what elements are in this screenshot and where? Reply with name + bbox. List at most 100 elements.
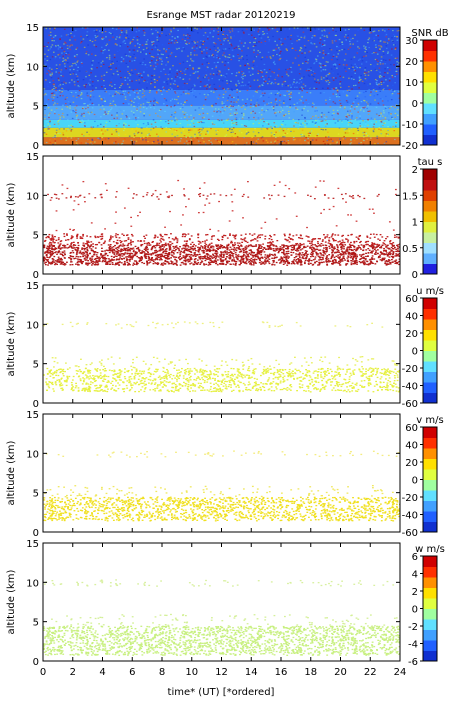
data-point [193, 263, 196, 266]
heatmap-cell [199, 48, 202, 50]
heatmap-cell [73, 111, 76, 113]
data-point [335, 261, 338, 264]
heatmap-cell [50, 34, 52, 36]
data-point [250, 252, 253, 254]
data-point [164, 263, 166, 265]
heatmap-cell [82, 118, 84, 120]
heatmap-cell [363, 100, 366, 102]
data-point [398, 263, 400, 266]
heatmap-cell [365, 46, 367, 48]
heatmap-cell [353, 56, 356, 58]
heatmap-cell [301, 27, 304, 29]
data-point [374, 253, 377, 255]
heatmap-cell [388, 69, 391, 71]
data-point [184, 248, 187, 250]
data-point [288, 262, 290, 265]
heatmap-cell [64, 65, 66, 67]
data-point [352, 263, 355, 265]
heatmap-cell [339, 138, 341, 140]
heatmap-cell [284, 113, 287, 115]
heatmap-cell [171, 75, 174, 77]
heatmap-cell [197, 140, 200, 142]
heatmap-cell [180, 94, 183, 96]
heatmap-cell [366, 127, 369, 129]
data-point [257, 249, 260, 251]
heatmap-cell [205, 69, 207, 71]
data-point [162, 250, 165, 253]
heatmap-cell [91, 62, 93, 64]
heatmap-cell [114, 141, 117, 143]
heatmap-cell [152, 41, 155, 43]
heatmap-cell [303, 76, 305, 78]
heatmap-cell [272, 49, 275, 51]
data-point [109, 263, 112, 265]
data-point [296, 248, 299, 250]
heatmap-cell [132, 51, 134, 53]
heatmap-cell [239, 65, 242, 67]
heatmap-cell [215, 124, 217, 126]
heatmap-cell [344, 29, 347, 31]
heatmap-cell [228, 128, 231, 130]
heatmap-cell [132, 89, 135, 91]
heatmap-cell [241, 80, 244, 82]
data-point [314, 256, 317, 258]
data-point [205, 263, 208, 265]
heatmap-cell [71, 79, 73, 81]
colorbar-tick-label: 10 [405, 78, 418, 89]
heatmap-cell [357, 29, 359, 32]
heatmap-cell [292, 118, 295, 121]
data-point [320, 245, 322, 247]
heatmap-cell [179, 70, 182, 72]
heatmap-cell [247, 117, 250, 119]
heatmap-cell [122, 41, 124, 43]
heatmap-cell [363, 139, 365, 142]
data-point [265, 262, 267, 264]
heatmap-cell [218, 49, 221, 51]
heatmap-cell [54, 82, 57, 84]
heatmap-cell [356, 66, 359, 69]
heatmap-cell [232, 131, 234, 133]
heatmap-cell [263, 100, 265, 102]
heatmap-cell [384, 122, 386, 124]
heatmap-cell [378, 75, 381, 77]
heatmap-cell [193, 117, 195, 119]
data-point [303, 261, 306, 263]
heatmap-cell [44, 114, 46, 116]
heatmap-cell [293, 130, 295, 132]
data-point [296, 262, 299, 264]
data-point [252, 252, 255, 254]
heatmap-cell [320, 120, 323, 122]
heatmap-cell [368, 110, 371, 112]
heatmap-cell [259, 71, 261, 73]
heatmap-cell [359, 117, 361, 119]
heatmap-cell [211, 54, 213, 57]
heatmap-cell [45, 94, 48, 96]
heatmap-cell [192, 30, 195, 32]
data-point [123, 262, 126, 264]
heatmap-cell [207, 94, 209, 96]
heatmap-cell [112, 36, 114, 38]
heatmap-cell [94, 120, 96, 123]
heatmap-cell [49, 28, 51, 30]
data-point [86, 257, 89, 259]
data-point [371, 248, 374, 250]
data-point [53, 255, 56, 258]
heatmap-cell [348, 91, 351, 93]
heatmap-cell [100, 116, 102, 118]
heatmap-cell [194, 27, 196, 29]
heatmap-cell [86, 36, 89, 38]
data-point [352, 258, 354, 261]
heatmap-cell [91, 128, 93, 130]
heatmap-cell [327, 83, 330, 85]
heatmap-cell [235, 101, 238, 103]
heatmap-cell [95, 79, 97, 81]
heatmap-cell [293, 78, 296, 81]
data-point [359, 258, 361, 260]
data-point [274, 257, 277, 259]
heatmap-cell [47, 42, 50, 44]
data-point [150, 248, 153, 250]
heatmap-cell [372, 86, 374, 88]
heatmap-cell [90, 141, 93, 143]
heatmap-cell [257, 86, 260, 88]
heatmap-cell [129, 94, 131, 96]
